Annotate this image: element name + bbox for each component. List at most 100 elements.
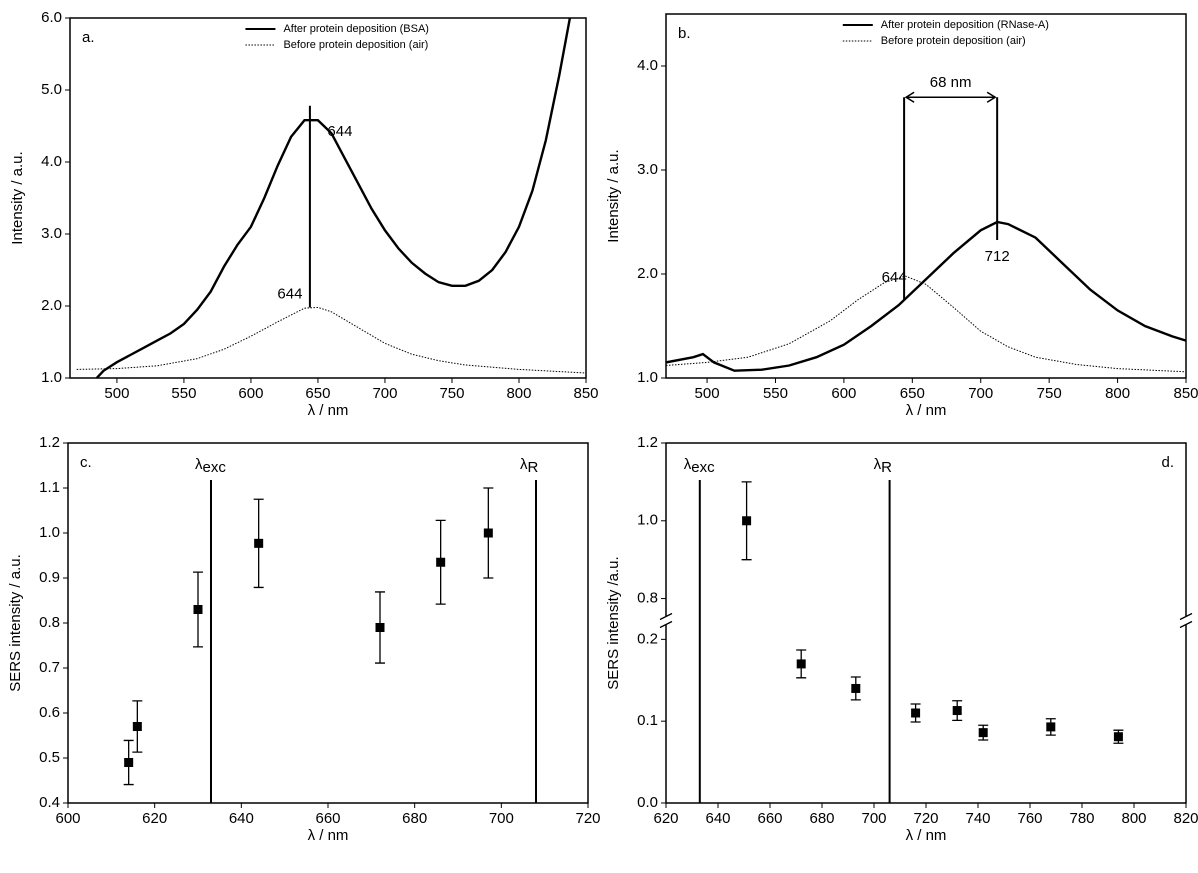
y-tick-label: 4.0 [41, 153, 62, 170]
x-tick-label: 750 [439, 385, 464, 402]
reference-symbol: λ [195, 456, 203, 473]
x-tick-label: 500 [104, 385, 129, 402]
y-axis-label: Intensity / a.u. [9, 151, 26, 244]
x-tick-label: 850 [1173, 385, 1198, 402]
reference-label: λexc [195, 456, 226, 476]
x-tick-label: 720 [575, 810, 600, 827]
data-point [124, 758, 134, 767]
x-tick-label: 780 [1069, 810, 1094, 827]
x-tick-label: 680 [402, 810, 427, 827]
y-tick-label: 1.0 [637, 369, 658, 386]
x-tick-label: 620 [653, 810, 678, 827]
panel: 500 550 600 650 700 750 800 850 1.0 2.0 3.0 4.0 λ / … [605, 13, 1198, 419]
plot-frame [665, 442, 1187, 804]
y-tick-label: 0.1 [637, 712, 658, 729]
panel-label: a. [82, 29, 95, 46]
data-point [796, 659, 806, 669]
reference-symbol: λ [520, 456, 528, 473]
reference-label: λR [520, 456, 539, 476]
axis-break [1179, 612, 1193, 621]
x-tick-label: 680 [809, 810, 834, 827]
data-point [436, 557, 446, 567]
panel: 500 550 600 650 700 750 800 850 1.0 2.0 3.0 4.0 5.0 6… [9, 9, 599, 419]
data-point [952, 706, 962, 716]
y-axis-label: SERS intensity /a.u. [605, 556, 622, 689]
reference-subscript: exc [691, 459, 715, 476]
legend-label: Before protein deposition (air) [881, 35, 1026, 47]
x-tick-label: 600 [238, 385, 263, 402]
peak-label: 644 [882, 269, 907, 286]
reference-label: λexc [684, 456, 715, 476]
y-tick-label: 1.0 [637, 512, 658, 529]
x-tick-label: 750 [1037, 385, 1062, 402]
data-point [851, 683, 861, 693]
x-axis-label: λ / nm [906, 827, 947, 844]
x-tick-label: 800 [1121, 810, 1146, 827]
series-line [666, 275, 1186, 373]
reference-symbol: λ [874, 456, 882, 473]
y-tick-label: 0.8 [39, 614, 60, 631]
x-tick-label: 660 [315, 810, 340, 827]
x-tick-label: 620 [142, 810, 167, 827]
x-tick-label: 500 [695, 385, 720, 402]
y-tick-label: 0.8 [637, 590, 658, 607]
y-tick-label: 1.0 [39, 524, 60, 541]
x-tick-label: 800 [1105, 385, 1130, 402]
x-tick-label: 740 [965, 810, 990, 827]
x-tick-label: 550 [763, 385, 788, 402]
plot-frame [665, 13, 1187, 379]
panel-label: c. [80, 454, 92, 471]
axis-break [659, 620, 673, 629]
x-tick-label: 550 [171, 385, 196, 402]
x-tick-label: 700 [861, 810, 886, 827]
x-tick-label: 650 [900, 385, 925, 402]
x-axis-label: λ / nm [906, 402, 947, 419]
peak-label: 644 [277, 285, 302, 302]
data-point [978, 728, 988, 738]
shift-label: 68 nm [930, 74, 972, 91]
data-point [132, 722, 142, 731]
y-tick-label: 0.5 [39, 749, 60, 766]
plot-frame [69, 17, 587, 379]
reference-symbol: λ [684, 456, 692, 473]
data-point [911, 708, 921, 718]
y-tick-label: 1.2 [39, 434, 60, 451]
series-line [76, 306, 586, 374]
x-tick-label: 660 [757, 810, 782, 827]
y-tick-label: 1.0 [41, 369, 62, 386]
x-axis-label: λ / nm [308, 827, 349, 844]
y-tick-label: 2.0 [637, 265, 658, 282]
data-point [1113, 732, 1123, 742]
y-tick-label: 4.0 [637, 57, 658, 74]
data-point [375, 623, 385, 632]
y-axis-label: Intensity / a.u. [605, 149, 622, 242]
data-point [254, 538, 264, 548]
plot-frame [67, 442, 589, 804]
panel: 620 640 660 680 700 720 740 760 780 800 820 0.0 0.1 0… [605, 434, 1198, 844]
y-tick-label: 3.0 [41, 225, 62, 242]
data-point [193, 605, 203, 614]
y-axis-label: SERS intensity / a.u. [7, 554, 24, 692]
panel-label: d. [1161, 454, 1174, 471]
reference-subscript: exc [203, 459, 227, 476]
data-point [1046, 722, 1056, 732]
reference-subscript: R [881, 459, 892, 476]
y-tick-label: 3.0 [637, 161, 658, 178]
x-tick-label: 600 [831, 385, 856, 402]
y-tick-label: 1.2 [637, 434, 658, 451]
x-tick-label: 700 [372, 385, 397, 402]
y-tick-label: 0.4 [39, 794, 60, 811]
y-tick-label: 6.0 [41, 9, 62, 26]
axis-break [659, 612, 673, 621]
y-tick-label: 2.0 [41, 297, 62, 314]
data-point [742, 516, 752, 526]
panel: 600 620 640 660 680 700 720 0.4 0.5 0.6 0.7 0.8 0.9 1… [7, 434, 601, 844]
y-tick-label: 0.9 [39, 569, 60, 586]
y-tick-label: 0.2 [637, 630, 658, 647]
x-tick-label: 700 [489, 810, 514, 827]
y-tick-label: 0.7 [39, 659, 60, 676]
x-axis-label: λ / nm [308, 402, 349, 419]
reference-subscript: R [528, 459, 539, 476]
y-tick-label: 0.0 [637, 794, 658, 811]
